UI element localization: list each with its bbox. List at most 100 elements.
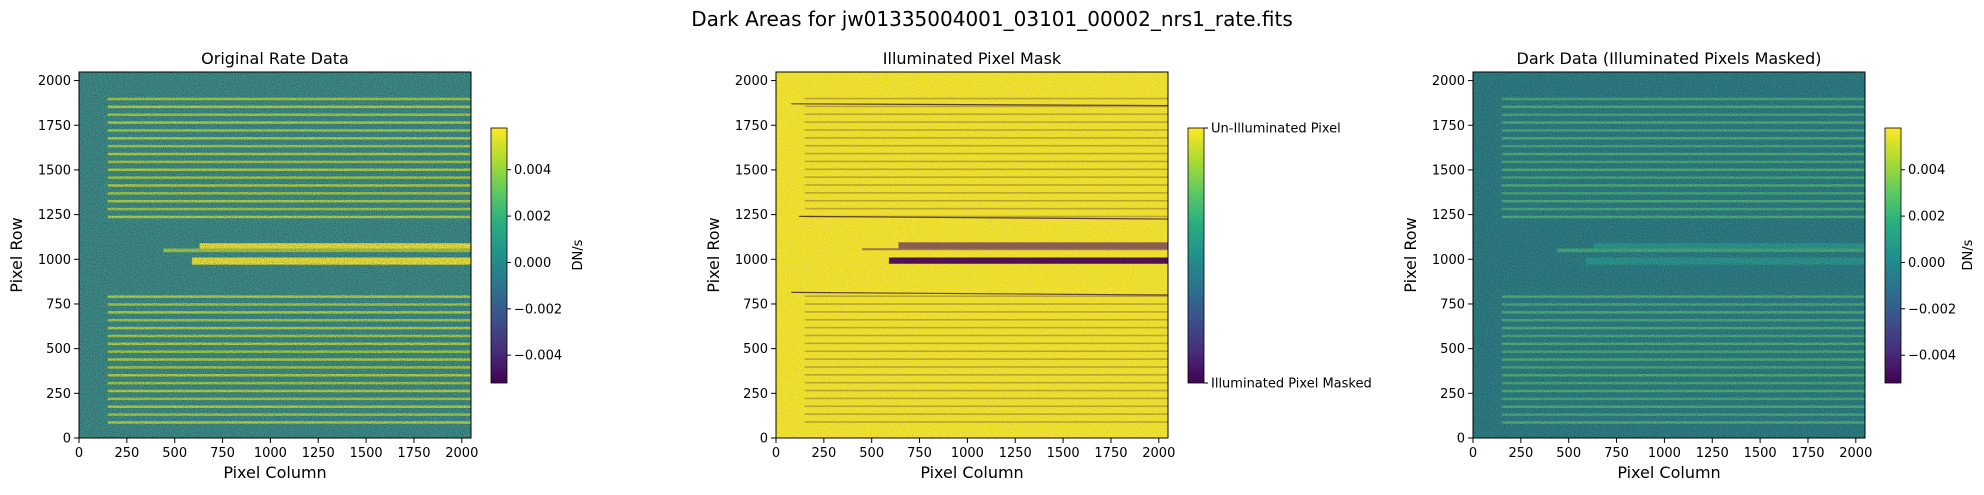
y-tick-label: 1000	[735, 253, 768, 268]
colorbar-tick-label: 0.002	[1908, 210, 1945, 225]
heatmap-image	[776, 72, 1168, 438]
plot-frame	[1472, 71, 1866, 439]
heatmap-image	[79, 72, 471, 438]
x-tick-label: 1750	[1791, 446, 1824, 461]
colorbar-ticks: −0.004 −0.002 0.000 0.002 0.004	[507, 163, 562, 364]
y-tick-label: 250	[1440, 387, 1465, 402]
x-axis-label: Pixel Column	[223, 463, 326, 482]
x-axis-label: Pixel Column	[920, 463, 1023, 482]
x-tick-label: 2000	[445, 446, 478, 461]
x-tick-label: 0	[1469, 446, 1477, 461]
x-tick-label: 0	[75, 446, 83, 461]
panel-title: Original Rate Data	[201, 49, 349, 68]
panel-title: Dark Data (Illuminated Pixels Masked)	[1517, 49, 1822, 68]
y-tick-label: 0	[63, 432, 71, 447]
heatmap-image	[1473, 72, 1865, 438]
x-axis-ticks: 0 250 500 750 1000 1250 1500 1750 2000	[1469, 438, 1872, 461]
x-tick-label: 1750	[1094, 446, 1127, 461]
y-tick-label: 0	[760, 432, 768, 447]
x-tick-label: 1000	[254, 446, 287, 461]
colorbar-tick-label: 0.004	[1908, 163, 1945, 178]
y-axis-label: Pixel Row	[1401, 217, 1420, 292]
colorbar-tick-label: −0.004	[1908, 349, 1956, 364]
y-tick-label: 1500	[38, 163, 71, 178]
colorbar-ticks: −0.004 −0.002 0.000 0.002 0.004	[1901, 163, 1956, 364]
y-tick-label: 1250	[38, 208, 71, 223]
y-tick-label: 1000	[1432, 253, 1465, 268]
y-tick-label: 1750	[735, 119, 768, 134]
x-axis-ticks: 0 250 500 750 1000 1250 1500 1750 2000	[772, 438, 1175, 461]
x-tick-label: 750	[907, 446, 932, 461]
y-tick-label: 1250	[1432, 208, 1465, 223]
x-tick-label: 1000	[951, 446, 984, 461]
colorbar-tick-label: 0.002	[514, 210, 551, 225]
y-axis-ticks: 0 250 500 750 1000 1250 1500 1750 2000	[1432, 74, 1473, 447]
x-axis-label: Pixel Column	[1617, 463, 1720, 482]
y-tick-label: 1750	[38, 119, 71, 134]
x-tick-label: 500	[1556, 446, 1581, 461]
figure-suptitle: Dark Areas for jw01335004001_03101_00002…	[691, 7, 1293, 31]
x-tick-label: 1000	[1648, 446, 1681, 461]
x-tick-label: 250	[1508, 446, 1533, 461]
y-tick-label: 2000	[735, 74, 768, 89]
x-tick-label: 2000	[1839, 446, 1872, 461]
y-tick-label: 500	[1440, 342, 1465, 357]
y-tick-label: 750	[46, 297, 71, 312]
colorbar: Illuminated Pixel Masked Un-Illuminated P…	[1187, 122, 1372, 392]
x-tick-label: 500	[162, 446, 187, 461]
colorbar-tick-label: 0.000	[514, 256, 551, 271]
x-tick-label: 1250	[1696, 446, 1729, 461]
y-tick-label: 0	[1457, 432, 1465, 447]
y-tick-label: 750	[743, 297, 768, 312]
y-axis-label: Pixel Row	[704, 217, 723, 292]
colorbar-tick-label: −0.004	[514, 349, 562, 364]
x-tick-label: 500	[859, 446, 884, 461]
y-tick-label: 2000	[38, 74, 71, 89]
y-tick-label: 1750	[1432, 119, 1465, 134]
colorbar-tick-label: −0.002	[1908, 302, 1956, 317]
x-tick-label: 1500	[1047, 446, 1080, 461]
colorbar-tick-label: 0.000	[1908, 256, 1945, 271]
y-tick-label: 1500	[1432, 163, 1465, 178]
x-tick-label: 750	[210, 446, 235, 461]
y-axis-ticks: 0 250 500 750 1000 1250 1500 1750 2000	[735, 74, 776, 447]
x-tick-label: 250	[114, 446, 139, 461]
colorbar-gradient	[1187, 127, 1205, 384]
y-tick-label: 500	[743, 342, 768, 357]
colorbar-label: DN/s	[1961, 239, 1976, 270]
y-tick-label: 2000	[1432, 74, 1465, 89]
colorbar-ticks: Illuminated Pixel Masked Un-Illuminated P…	[1204, 122, 1372, 392]
colorbar-gradient	[490, 127, 508, 384]
colorbar-gradient	[1884, 127, 1902, 384]
x-tick-label: 750	[1604, 446, 1629, 461]
x-tick-label: 250	[811, 446, 836, 461]
colorbar: −0.004 −0.002 0.000 0.002 0.004 DN/s	[490, 127, 586, 384]
colorbar-tick-label: 0.004	[514, 163, 551, 178]
x-tick-label: 1250	[302, 446, 335, 461]
y-tick-label: 250	[743, 387, 768, 402]
plot-frame	[78, 71, 472, 439]
x-tick-label: 2000	[1142, 446, 1175, 461]
y-tick-label: 500	[46, 342, 71, 357]
y-tick-label: 1000	[38, 253, 71, 268]
y-axis-label: Pixel Row	[7, 217, 26, 292]
colorbar: −0.004 −0.002 0.000 0.002 0.004 DN/s	[1884, 127, 1976, 384]
x-tick-label: 1250	[999, 446, 1032, 461]
panel-dark-data-masked: Dark Data (Illuminated Pixels Masked) 0 2…	[1401, 49, 1976, 482]
y-tick-label: 1250	[735, 208, 768, 223]
plot-frame	[775, 71, 1169, 439]
x-tick-label: 1750	[397, 446, 430, 461]
colorbar-tick-label: −0.002	[514, 302, 562, 317]
x-tick-label: 1500	[1744, 446, 1777, 461]
x-axis-ticks: 0 250 500 750 1000 1250 1500 1750 2000	[75, 438, 478, 461]
colorbar-tick-label: Un-Illuminated Pixel	[1211, 122, 1341, 137]
panel-title: Illuminated Pixel Mask	[883, 49, 1062, 68]
y-tick-label: 250	[46, 387, 71, 402]
panel-illuminated-pixel-mask: Illuminated Pixel Mask 0 250 500 750 1000 125…	[704, 49, 1372, 482]
y-tick-label: 750	[1440, 297, 1465, 312]
panel-original-rate-data: Original Rate Data 0 250 500 750 1000 1250 150…	[7, 49, 586, 482]
colorbar-label: DN/s	[571, 239, 586, 270]
y-axis-ticks: 0 250 500 750 1000 1250 1500 1750 2000	[38, 74, 79, 447]
colorbar-tick-label: Illuminated Pixel Masked	[1211, 377, 1372, 392]
